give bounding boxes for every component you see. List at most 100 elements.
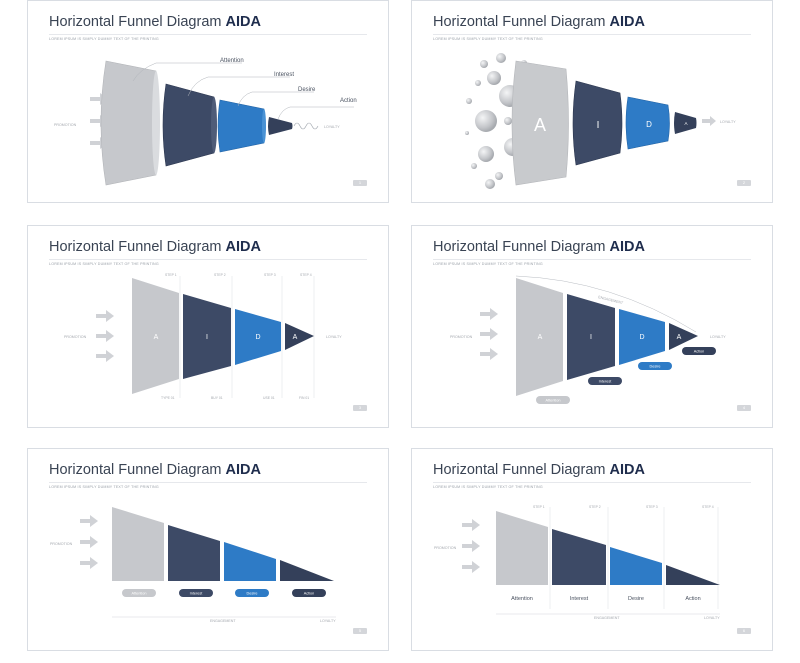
label-interest: Interest (570, 596, 589, 602)
slide-title: Horizontal Funnel Diagram AIDA (49, 462, 261, 478)
slide-subtitle: LOREM IPSUM IS SIMPLY DUMMY TEXT OF THE … (433, 262, 543, 266)
promotion-arrows (80, 515, 98, 569)
divider (433, 482, 751, 483)
funnel-3d-diagram: PROMOTION LOYALTY Attention Interest Des… (54, 58, 357, 186)
label-attention: Attention (220, 58, 244, 64)
arrow-icon (462, 519, 480, 531)
pill-label: Desire (650, 365, 661, 369)
funnel-flat-steps-diagram: STEP 1 STEP 2 STEP 3 STEP 4 PROMOTION A … (64, 273, 342, 400)
funnel-segment-desire (610, 547, 662, 585)
funnel-segment-action (280, 560, 334, 581)
letter-a: A (538, 334, 543, 341)
loyalty-label: LOYALTY (320, 619, 336, 623)
divider (49, 34, 367, 35)
slide-5[interactable]: Horizontal Funnel Diagram AIDA LOREM IPS… (27, 448, 389, 651)
arrow-icon (80, 515, 98, 527)
page-number[interactable]: 1 (353, 180, 367, 186)
letter-d: D (646, 120, 652, 129)
funnel-segment-desire (224, 542, 276, 581)
page-number[interactable]: 4 (737, 405, 751, 411)
funnel-segment-d (619, 309, 665, 365)
letter-i: I (597, 120, 600, 131)
step-label: STEP 3 (264, 273, 276, 277)
engagement-label: ENGAGEMENT (594, 616, 620, 620)
label-interest: Interest (274, 72, 294, 78)
page-number[interactable]: 5 (353, 628, 367, 634)
funnel-segment-interest (162, 83, 217, 167)
step-label: STEP 4 (300, 273, 312, 277)
funnel-segment-a2 (669, 323, 698, 350)
loyalty-label: LOYALTY (324, 125, 340, 129)
promotion-arrows (96, 310, 114, 362)
step-label: STEP 3 (646, 505, 658, 509)
callout-line (132, 62, 242, 82)
slide-subtitle: LOREM IPSUM IS SIMPLY DUMMY TEXT OF THE … (49, 485, 159, 489)
divider (433, 259, 751, 260)
pill-interest (179, 589, 213, 597)
slide-6[interactable]: Horizontal Funnel Diagram AIDA LOREM IPS… (411, 448, 773, 651)
letter-a-small: A (677, 334, 682, 341)
slide-3[interactable]: Horizontal Funnel Diagram AIDA LOREM IPS… (27, 225, 389, 428)
pill-label: Interest (599, 380, 613, 384)
promotion-label: PROMOTION (54, 123, 77, 127)
pill-attention (536, 396, 570, 404)
funnel-pills-diagram: PROMOTION ENGAGEMENT A I D A LOYALTY Att… (450, 275, 726, 404)
slide-title: Horizontal Funnel Diagram AIDA (433, 239, 645, 255)
arrow-icon (80, 557, 98, 569)
funnel-segment-i (572, 80, 623, 166)
arrow-icon (480, 328, 498, 340)
divider (49, 259, 367, 260)
funnel-segment-i (183, 294, 231, 379)
arrow-icon (480, 348, 498, 360)
step-label: STEP 4 (702, 505, 714, 509)
bottom-label: FIN 01 (299, 396, 309, 400)
label-action: Action (685, 596, 700, 602)
step-label: STEP 1 (533, 505, 545, 509)
letter-d: D (639, 334, 644, 341)
arrow-icon (96, 350, 114, 362)
funnel-segment-d (625, 96, 670, 150)
pill-label: Desire (247, 592, 258, 596)
slide-title: Horizontal Funnel Diagram AIDA (49, 239, 261, 255)
slide-title: Horizontal Funnel Diagram AIDA (433, 462, 645, 478)
promotion-arrows (462, 519, 480, 573)
arrow-icon (462, 561, 480, 573)
step-dividers (549, 507, 719, 609)
page-number[interactable]: 2 (737, 180, 751, 186)
funnel-segment-a (511, 60, 569, 186)
slide-1[interactable]: Horizontal Funnel Diagram AIDA LOREM IPS… (27, 0, 389, 203)
arrow-icon (702, 116, 716, 126)
slide-4[interactable]: Horizontal Funnel Diagram AIDA LOREM IPS… (411, 225, 773, 428)
callout-line (277, 106, 354, 120)
arrow-icon (480, 308, 498, 320)
slide-2[interactable]: Horizontal Funnel Diagram AIDA LOREM IPS… (411, 0, 773, 203)
arrow-icon (80, 536, 98, 548)
funnel-wedge-diagram: PROMOTION Attention Interest Desire Acti… (50, 507, 336, 623)
loyalty-label: LOYALTY (704, 616, 720, 620)
pill-action (292, 589, 326, 597)
letter-a: A (534, 115, 546, 135)
funnel-segment-d (235, 309, 281, 365)
letter-a: A (154, 334, 159, 341)
signal-wave-icon (293, 122, 319, 130)
promotion-label: PROMOTION (64, 335, 87, 339)
pill-label: Action (304, 592, 315, 596)
bottom-label: TYPE 01 (161, 396, 175, 400)
bottom-label: BUY 01 (211, 396, 223, 400)
page-number[interactable]: 3 (353, 405, 367, 411)
slide-title: Horizontal Funnel Diagram AIDA (49, 14, 261, 30)
slide-subtitle: LOREM IPSUM IS SIMPLY DUMMY TEXT OF THE … (433, 37, 543, 41)
letter-i: I (590, 334, 592, 341)
pill-label: Interest (190, 592, 204, 596)
pill-desire (235, 589, 269, 597)
arrow-icon (96, 310, 114, 322)
page-number[interactable]: 6 (737, 628, 751, 634)
label-desire: Desire (628, 596, 644, 602)
callout-line (237, 91, 314, 107)
pill-desire (638, 362, 672, 370)
funnel-segment-interest (552, 529, 606, 585)
funnel-segment-a (132, 278, 179, 394)
label-desire: Desire (298, 87, 316, 93)
pill-label: Attention (546, 399, 561, 403)
letter-d: D (255, 334, 260, 341)
